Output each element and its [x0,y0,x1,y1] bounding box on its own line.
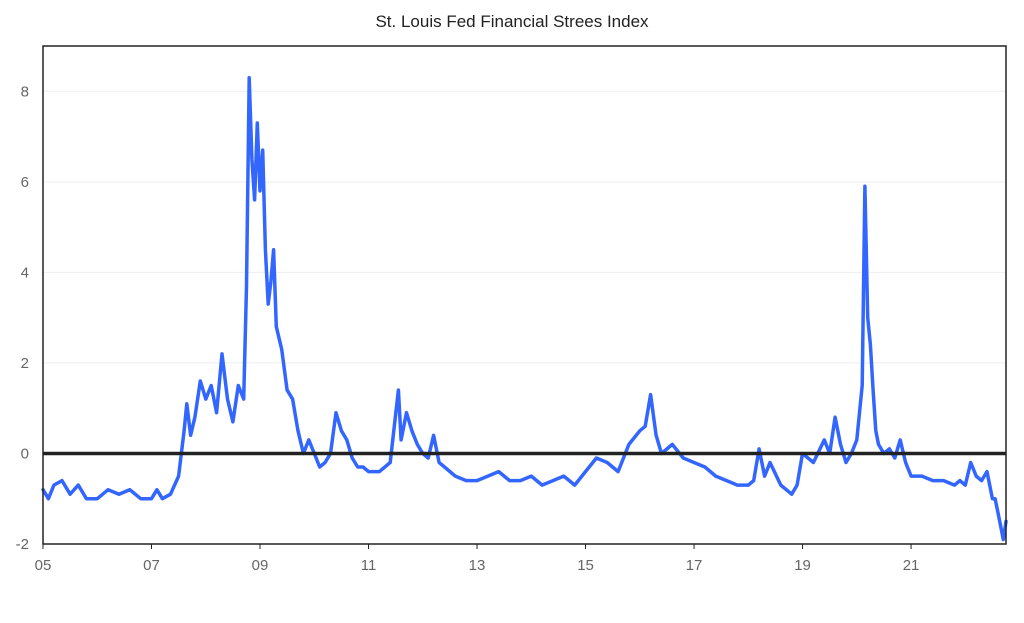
x-tick-label: 19 [794,557,811,574]
x-tick-label: 07 [143,557,160,574]
series-layer [41,75,1008,542]
series-line [41,75,1008,542]
x-tick-label: 21 [903,557,920,574]
y-tick-label: 4 [21,264,29,281]
x-tick-label: 09 [252,557,269,574]
y-axis-ticks: 8 6 4 2 0 -2 [16,83,29,553]
y-tick-label: 2 [21,355,29,372]
x-tick-label: 13 [469,557,486,574]
x-tick-label: 11 [361,557,377,574]
gridlines [43,90,1006,364]
x-axis-ticks: 05 07 09 11 13 15 17 19 21 [35,544,920,574]
x-tick-label: 15 [577,557,594,574]
y-tick-label: 8 [21,83,29,100]
x-tick-label: 05 [35,557,52,574]
x-tick-label: 17 [686,557,703,574]
y-tick-label: 0 [21,445,29,462]
plot-frame [42,45,1007,545]
chart-title: St. Louis Fed Financial Strees Index [375,12,649,31]
y-tick-label: 6 [21,174,29,191]
y-tick-label: -2 [16,536,29,553]
